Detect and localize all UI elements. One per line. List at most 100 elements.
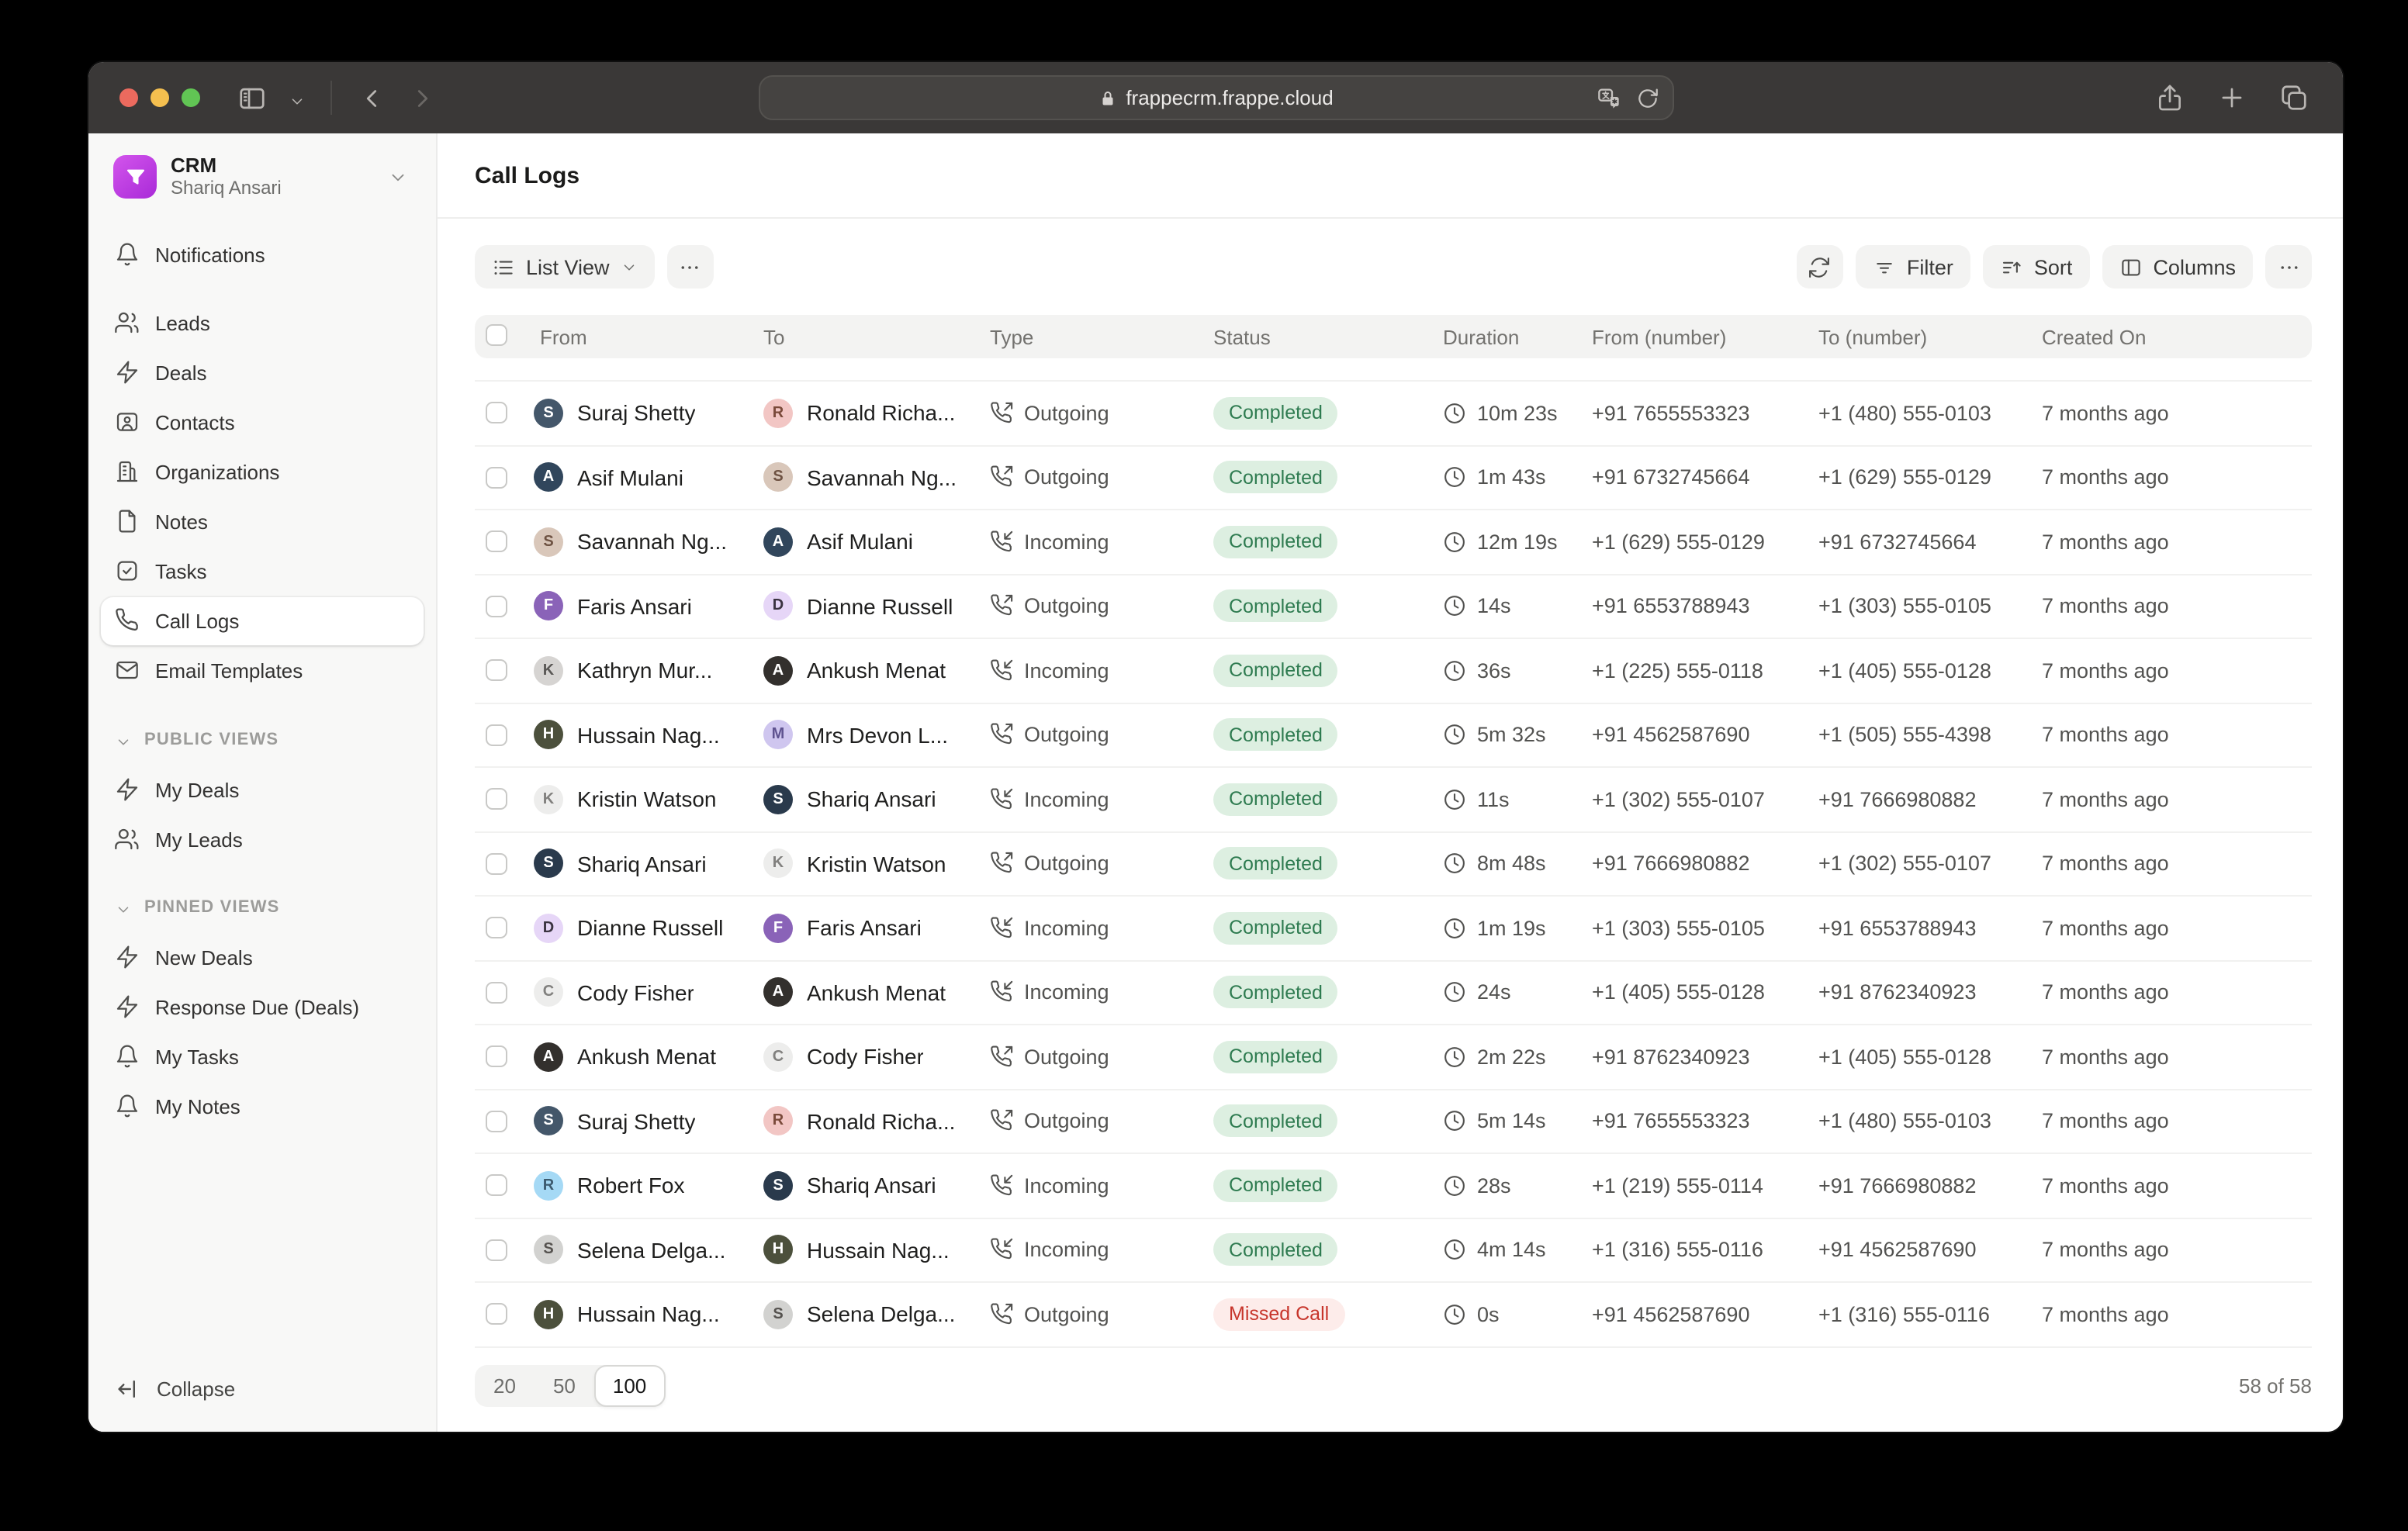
row-checkbox[interactable] [486,1303,507,1325]
refresh-icon [1808,255,1832,278]
table-row[interactable]: H Hussain Nag... S Selena Delga... Outgoin… [475,1283,2312,1347]
from-number: +91 7666980882 [1592,852,1750,876]
column-header-from[interactable]: From [540,325,587,348]
table-row[interactable]: A Asif Mulani S Savannah Ng... Outgoing Co… [475,446,2312,510]
chevron-down-icon[interactable] [289,89,306,106]
sidebar-item-call-logs[interactable]: Call Logs [101,596,424,645]
sidebar-item-organizations[interactable]: Organizations [101,448,424,496]
call-type: Incoming [1024,916,1109,940]
section-header[interactable]: PINNED VIEWS [101,890,424,924]
column-header-to[interactable]: To [763,325,785,348]
row-checkbox[interactable] [486,1045,507,1068]
sidebar-item-my-deals[interactable]: My Deals [101,766,424,814]
sidebar-item-label: Notes [155,510,208,534]
address-bar[interactable]: frappecrm.frappe.cloud [758,75,1673,120]
view-switcher-button[interactable]: List View [475,245,655,289]
column-header-status[interactable]: Status [1213,325,1271,348]
sort-button[interactable]: Sort [1982,245,2090,289]
select-all-checkbox[interactable] [486,323,507,345]
table-row[interactable]: K Kristin Watson S Shariq Ansari Incoming … [475,768,2312,832]
table-row[interactable]: D Dianne Russell F Faris Ansari Incoming C… [475,897,2312,961]
sidebar-item-my-tasks[interactable]: My Tasks [101,1032,424,1080]
section-header[interactable]: PUBLIC VIEWS [101,722,424,756]
column-header-from-number[interactable]: From (number) [1592,325,1727,348]
from-name: Kristin Watson [577,786,717,812]
table-row[interactable]: S Suraj Shetty R Ronald Richa... Outgoing … [475,382,2312,446]
to-number: +91 6553788943 [1818,916,1977,940]
sidebar-item-deals[interactable]: Deals [101,348,424,396]
workspace-switcher[interactable]: CRM Shariq Ansari [101,133,424,218]
sidebar-item-leads[interactable]: Leads [101,299,424,347]
row-checkbox[interactable] [486,1110,507,1132]
zoom-window-button[interactable] [182,88,200,107]
more-options-button[interactable] [2265,245,2312,289]
sidebar-item-my-leads[interactable]: My Leads [101,815,424,863]
sidebar-item-tasks[interactable]: Tasks [101,547,424,595]
table-row[interactable]: H Hussain Nag... M Mrs Devon L... Outgoing… [475,703,2312,768]
row-checkbox[interactable] [486,788,507,810]
page-size-option[interactable]: 50 [552,1374,576,1398]
row-checkbox[interactable] [486,852,507,875]
column-header-duration[interactable]: Duration [1443,325,1520,348]
table-row[interactable]: S Suraj Shetty R Ronald Richa... Outgoing … [475,1090,2312,1154]
page-size-option[interactable]: 20 [493,1374,516,1398]
collapse-sidebar-button[interactable]: Collapse [101,1365,424,1413]
row-checkbox[interactable] [486,724,507,746]
translate-icon[interactable] [1596,85,1621,110]
from-avatar: K [534,655,563,686]
reload-icon[interactable] [1635,85,1659,110]
forward-button[interactable] [408,83,438,112]
row-checkbox[interactable] [486,1239,507,1261]
row-checkbox[interactable] [486,466,507,489]
table-row[interactable]: S Savannah Ng... A Asif Mulani Incoming Co… [475,510,2312,575]
sidebar-item-notes[interactable]: Notes [101,497,424,545]
sidebar-item-response-due-deals-[interactable]: Response Due (Deals) [101,983,424,1031]
status-badge: Completed [1213,847,1338,880]
clock-icon [1443,466,1466,489]
table-row[interactable]: S Shariq Ansari K Kristin Watson Outgoing … [475,832,2312,897]
sidebar-item-contacts[interactable]: Contacts [101,398,424,446]
page-size-option[interactable]: 100 [593,1365,666,1408]
chevron-down-icon [115,731,132,748]
created-on: 7 months ago [2042,658,2169,683]
column-header-to-number[interactable]: To (number) [1818,325,1928,348]
table-row[interactable]: R Robert Fox S Shariq Ansari Incoming Comp… [475,1154,2312,1218]
sidebar-item-email-templates[interactable]: Email Templates [101,646,424,694]
view-more-button[interactable] [666,245,714,289]
duration: 36s [1477,658,1511,683]
filter-button[interactable]: Filter [1855,245,1970,289]
column-header-type[interactable]: Type [990,325,1034,348]
browser-sidebar-toggle-icon[interactable] [237,83,267,112]
to-number: +1 (316) 555-0116 [1818,1302,1990,1326]
sidebar-item-icon [115,945,140,969]
sidebar-item-notifications[interactable]: Notifications [101,230,424,278]
sidebar-item-my-notes[interactable]: My Notes [101,1082,424,1130]
column-header-created-on[interactable]: Created On [2042,325,2147,348]
table-row[interactable]: S Selena Delga... H Hussain Nag... Incomin… [475,1218,2312,1283]
close-window-button[interactable] [119,88,138,107]
table-row[interactable]: F Faris Ansari D Dianne Russell Outgoing C… [475,575,2312,639]
table-row[interactable]: C Cody Fisher A Ankush Menat Incoming Comp… [475,961,2312,1025]
share-icon[interactable] [2155,83,2185,112]
row-checkbox[interactable] [486,981,507,1004]
from-number: +91 6732745664 [1592,465,1750,489]
back-button[interactable] [357,83,386,112]
row-checkbox[interactable] [486,1174,507,1197]
table-row[interactable]: A Ankush Menat C Cody Fisher Outgoing Comp… [475,1025,2312,1090]
sidebar-item-new-deals[interactable]: New Deals [101,933,424,981]
section-title: PINNED VIEWS [144,897,280,917]
minimize-window-button[interactable] [150,88,169,107]
row-checkbox[interactable] [486,917,507,939]
row-checkbox[interactable] [486,402,507,424]
row-checkbox[interactable] [486,595,507,617]
call-direction-icon [990,1173,1013,1197]
duration: 1m 19s [1477,916,1546,940]
new-tab-icon[interactable] [2217,83,2247,112]
row-checkbox[interactable] [486,659,507,682]
refresh-button[interactable] [1796,245,1843,289]
tab-overview-icon[interactable] [2279,83,2309,112]
columns-button[interactable]: Columns [2102,245,2253,289]
table-row[interactable]: K Kathryn Mur... A Ankush Menat Incoming C… [475,639,2312,703]
row-checkbox[interactable] [486,530,507,553]
call-type: Outgoing [1024,401,1109,425]
